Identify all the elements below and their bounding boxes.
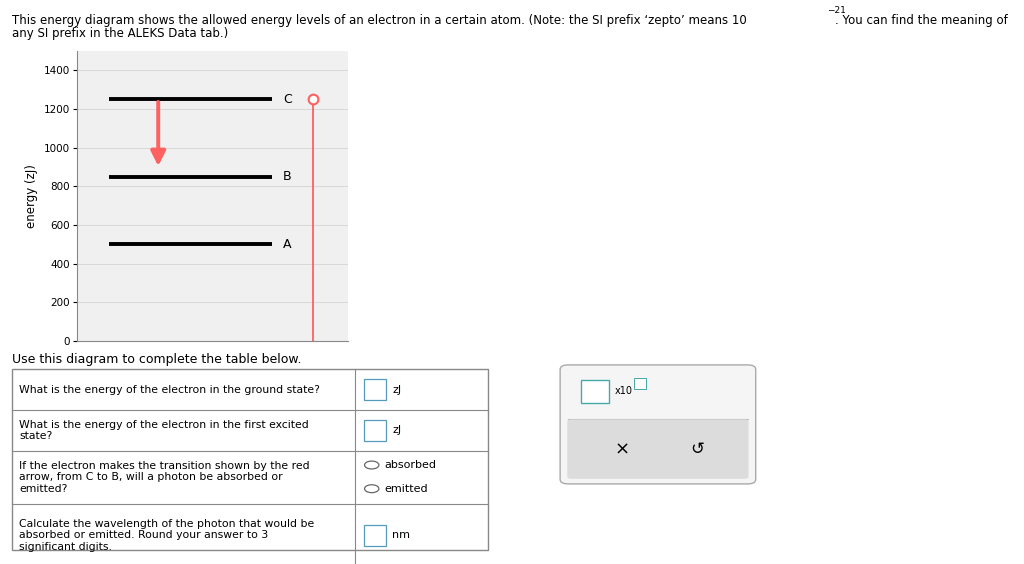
Text: zJ: zJ [392,385,401,395]
Text: What is the energy of the electron in the ground state?: What is the energy of the electron in th… [19,385,321,395]
Text: Calculate the wavelength of the photon that would be
absorbed or emitted. Round : Calculate the wavelength of the photon t… [19,519,314,552]
Text: B: B [283,170,292,183]
Text: . You can find the meaning of: . You can find the meaning of [835,14,1008,27]
Text: ↺: ↺ [690,440,705,458]
Text: What is the energy of the electron in the first excited
state?: What is the energy of the electron in th… [19,420,309,441]
Text: any SI prefix in the ALEKS Data tab.): any SI prefix in the ALEKS Data tab.) [12,27,228,40]
Text: C: C [283,92,292,105]
Text: This energy diagram shows the allowed energy levels of an electron in a certain : This energy diagram shows the allowed en… [12,14,748,27]
Text: −21: −21 [827,6,846,15]
Text: If the electron makes the transition shown by the red
arrow, from C to B, will a: If the electron makes the transition sho… [19,461,310,494]
Text: Use this diagram to complete the table below.: Use this diagram to complete the table b… [12,352,302,365]
Text: nm: nm [392,530,411,540]
Text: emitted: emitted [384,484,428,494]
Y-axis label: energy (zJ): energy (zJ) [25,164,38,228]
Text: ×: × [614,440,630,458]
Text: x10: x10 [614,386,633,396]
Text: A: A [283,238,292,251]
Text: zJ: zJ [392,425,401,435]
Text: absorbed: absorbed [384,460,436,470]
